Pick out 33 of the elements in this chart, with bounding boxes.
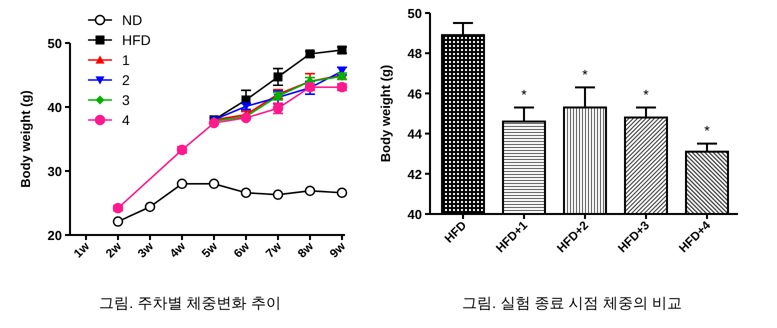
annotation: * (704, 122, 710, 139)
y-tick-label: 42 (408, 166, 422, 182)
annotation: * (643, 86, 650, 102)
y-tick-label: 30 (48, 164, 62, 179)
y-tick-label: 50 (408, 6, 422, 21)
x-tick-label: 7w (262, 238, 285, 260)
legend-label: 1 (122, 52, 130, 68)
x-tick-label: 6w (230, 238, 253, 260)
x-tick-label: 4w (166, 238, 189, 260)
legend-label: 4 (122, 112, 130, 128)
text: 그림. 주차별 체중변화 추이 (99, 295, 281, 312)
y-axis-title: Body weight (g) (18, 90, 33, 188)
legend-label: HFD (122, 32, 151, 48)
text: 그림. 실험 종료 시점 체중의 비교 (462, 295, 682, 312)
legend-label: ND (122, 12, 142, 28)
y-tick-label: 50 (48, 36, 62, 51)
annotation: * (582, 66, 588, 82)
y-tick-label: 46 (408, 86, 422, 102)
y-axis-title: Body weight (g) (378, 64, 393, 162)
x-tick-label: 1w (70, 238, 93, 260)
x-tick-label: 9w (326, 238, 349, 260)
y-tick-label: 40 (48, 100, 62, 115)
y-tick-label: 48 (408, 46, 422, 62)
x-tick-label: 3w (134, 238, 157, 260)
legend-label: 2 (122, 72, 130, 88)
x-tick-label: 5w (198, 238, 221, 260)
y-tick-label: 20 (48, 228, 62, 243)
annotation: * (521, 86, 528, 102)
x-tick-label: 2w (102, 238, 125, 260)
y-tick-label: 40 (408, 207, 422, 222)
y-tick-label: 44 (408, 126, 423, 142)
x-tick-label: 8w (294, 238, 317, 260)
legend-label: 3 (122, 92, 130, 108)
